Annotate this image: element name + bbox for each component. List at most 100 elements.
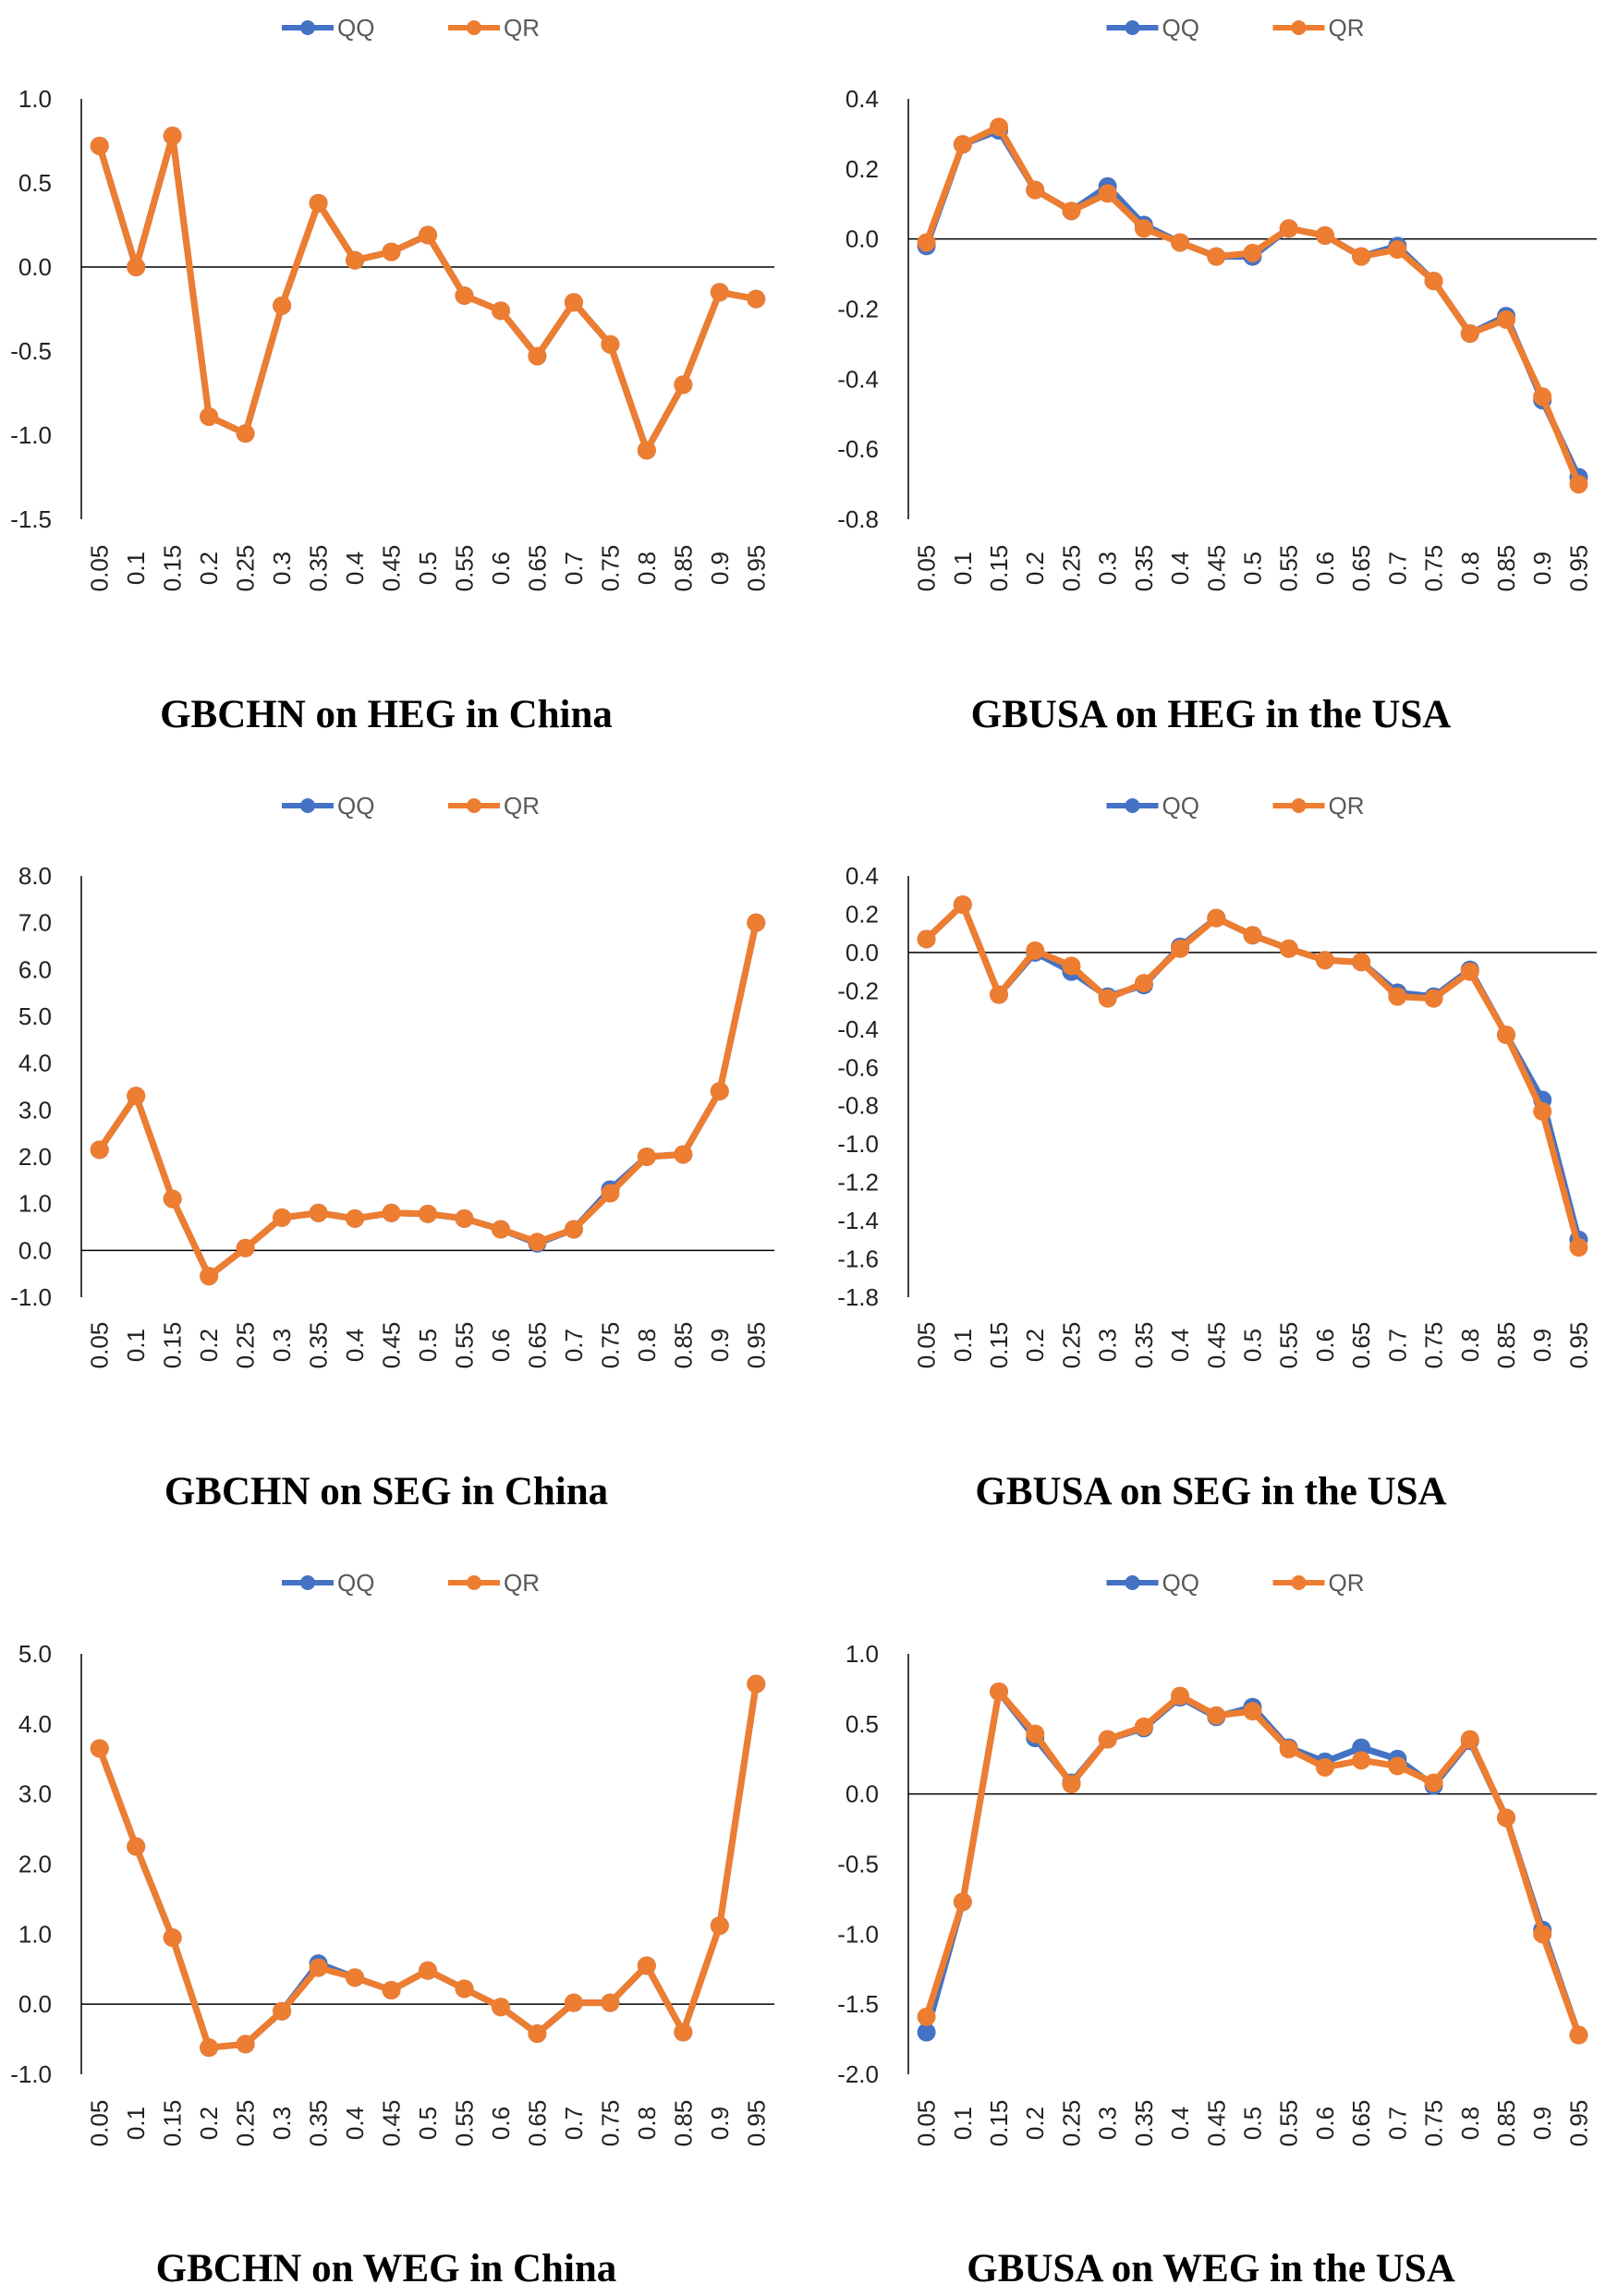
data-point-qr bbox=[564, 293, 583, 312]
chart-panel-gbusa-seg: QQ QR 0.4 0.2 0.0 -0.2 -0.4 -0.6 -0.8 -1.0 -1.2 -1.… bbox=[837, 792, 1597, 1513]
x-tick-label: 0.35 bbox=[305, 1322, 333, 1369]
series-qr bbox=[90, 1674, 766, 2058]
data-point-qr bbox=[1207, 908, 1226, 928]
data-point-qr bbox=[564, 1993, 583, 2012]
data-point-qr bbox=[236, 1238, 255, 1257]
data-point-qr bbox=[200, 407, 219, 426]
y-tick-label: 1.0 bbox=[846, 1640, 879, 1668]
x-tick-label: 0.05 bbox=[913, 545, 941, 592]
data-point-qr bbox=[1352, 953, 1371, 972]
x-tick-label: 0.95 bbox=[1564, 545, 1592, 592]
data-point-qr bbox=[953, 895, 972, 915]
x-tick-label: 0.9 bbox=[1528, 552, 1556, 585]
x-tick-label: 0.5 bbox=[1239, 1329, 1267, 1362]
legend-item-qq: QQ bbox=[1106, 1569, 1199, 1597]
legend-item-qq: QQ bbox=[282, 1569, 374, 1597]
x-tick-label: 0.9 bbox=[706, 1329, 734, 1362]
legend-swatch-marker bbox=[1125, 1575, 1140, 1590]
x-tick-label: 0.3 bbox=[268, 1329, 296, 1362]
y-tick-label: 4.0 bbox=[18, 1710, 52, 1738]
x-tick-label: 0.85 bbox=[669, 1322, 697, 1369]
x-tick-label: 0.55 bbox=[1275, 545, 1303, 592]
data-point-qr bbox=[309, 1203, 328, 1222]
x-tick-label: 0.75 bbox=[1420, 545, 1448, 592]
x-tick-label: 0.4 bbox=[1166, 552, 1194, 585]
y-tick-label: -1.8 bbox=[837, 1283, 879, 1311]
x-tick-label: 0.9 bbox=[1528, 1329, 1556, 1362]
data-point-qr bbox=[1243, 926, 1262, 945]
data-point-qr bbox=[1098, 184, 1117, 203]
series-line-qr bbox=[923, 1688, 1582, 2036]
x-tick-label: 0.05 bbox=[913, 2100, 941, 2147]
data-point-qr bbox=[1424, 272, 1443, 291]
data-point-qr bbox=[90, 1739, 109, 1758]
data-point-qr bbox=[917, 233, 936, 252]
series-qq bbox=[917, 895, 1588, 1249]
chart-panel-gbchn-seg: QQ QR 8.0 7.0 6.0 5.0 4.0 3.0 2.0 1.0 0.0 -1.0 0.05 0… bbox=[10, 792, 774, 1513]
y-tick-label: -0.8 bbox=[837, 1092, 879, 1120]
data-point-qr bbox=[1134, 219, 1153, 238]
legend-label: QQ bbox=[337, 792, 374, 820]
x-tick-label: 0.15 bbox=[985, 1322, 1013, 1369]
data-point-qr bbox=[710, 1082, 729, 1101]
data-point-qr bbox=[1460, 962, 1479, 981]
x-tick-label: 0.75 bbox=[1420, 2100, 1448, 2147]
y-tick-label: 0.5 bbox=[18, 169, 52, 197]
data-point-qr bbox=[127, 258, 146, 276]
series-line-qr bbox=[96, 132, 757, 454]
x-tick-label: 0.8 bbox=[633, 2107, 661, 2140]
legend-swatch-marker bbox=[300, 1575, 315, 1590]
series-qr bbox=[917, 895, 1588, 1257]
legend-label: QR bbox=[1329, 14, 1365, 42]
y-tick-label: 0.4 bbox=[846, 85, 879, 113]
legend-label: QQ bbox=[1162, 1569, 1199, 1597]
x-tick-label: 0.5 bbox=[1239, 552, 1267, 585]
x-tick-label: 0.6 bbox=[487, 2107, 515, 2140]
x-tick-label: 0.45 bbox=[378, 545, 406, 592]
y-tick-label: -1.2 bbox=[837, 1169, 879, 1197]
x-tick-label: 0.8 bbox=[1456, 2107, 1484, 2140]
legend-item-qr: QR bbox=[1272, 1569, 1365, 1597]
data-point-qr bbox=[1062, 201, 1081, 221]
y-tick-label: -0.2 bbox=[837, 977, 879, 1004]
y-tick-label: 4.0 bbox=[18, 1050, 52, 1077]
x-tick-label: 0.5 bbox=[414, 2107, 442, 2140]
x-tick-label: 0.55 bbox=[450, 2100, 478, 2147]
data-point-qr bbox=[200, 1267, 219, 1286]
x-tick-label: 0.55 bbox=[450, 1322, 478, 1369]
legend-swatch-marker bbox=[467, 1575, 481, 1590]
x-tick-label: 0.65 bbox=[1347, 545, 1375, 592]
data-point-qr bbox=[1134, 1717, 1153, 1736]
data-point-qr bbox=[491, 1220, 510, 1239]
x-tick-label: 0.1 bbox=[949, 552, 977, 585]
chart-panel-gbchn-weg: QQ QR 5.0 4.0 3.0 2.0 1.0 0.0 -1.0 0.05 0.1 0.15 0.2… bbox=[10, 1569, 774, 2290]
x-tick-label: 0.3 bbox=[1094, 1329, 1122, 1362]
data-point-qr bbox=[455, 1979, 474, 1998]
x-tick-label: 0.35 bbox=[1130, 1322, 1158, 1369]
y-tick-label: -1.4 bbox=[837, 1207, 879, 1234]
chart-panel-gbusa-weg: QQ QR 1.0 0.5 0.0 -0.5 -1.0 -1.5 -2.0 0.05 0.1 0.15… bbox=[837, 1569, 1597, 2290]
y-tick-label: 5.0 bbox=[18, 1002, 52, 1030]
data-point-qr bbox=[382, 242, 401, 261]
chart-title: GBCHN on HEG in China bbox=[160, 693, 613, 736]
data-point-qr bbox=[273, 296, 292, 315]
x-tick-label: 0.75 bbox=[596, 545, 624, 592]
x-tick-label: 0.95 bbox=[1564, 2100, 1592, 2147]
series-qr bbox=[90, 913, 766, 1286]
y-tick-label: -1.5 bbox=[837, 1990, 879, 2018]
x-tick-label: 0.8 bbox=[633, 552, 661, 585]
x-tick-label: 0.45 bbox=[378, 1322, 406, 1369]
x-tick-label: 0.15 bbox=[159, 545, 187, 592]
data-point-qr bbox=[710, 1916, 729, 1936]
data-point-qr bbox=[1026, 941, 1045, 960]
y-tick-label: 1.0 bbox=[18, 1190, 52, 1218]
x-tick-label: 0.2 bbox=[195, 552, 223, 585]
data-point-qr bbox=[601, 1184, 620, 1203]
x-tick-label: 0.25 bbox=[1057, 1322, 1085, 1369]
y-tick-label: -0.6 bbox=[837, 1053, 879, 1081]
series-line-qq bbox=[96, 921, 760, 1280]
series-line-qr bbox=[96, 921, 760, 1280]
data-point-qr bbox=[309, 193, 328, 213]
data-point-qr bbox=[491, 301, 510, 321]
x-tick-label: 0.95 bbox=[1564, 1322, 1592, 1369]
